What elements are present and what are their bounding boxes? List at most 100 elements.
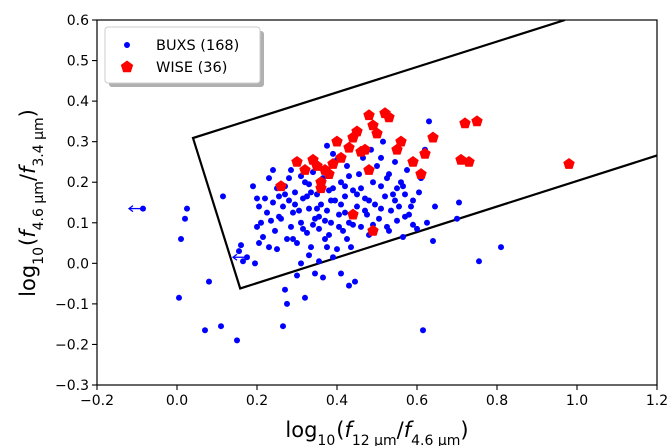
data-point-buxs — [292, 189, 298, 196]
data-point-buxs — [410, 221, 416, 228]
data-layer — [127, 20, 657, 344]
data-point-wise — [275, 180, 287, 192]
data-point-buxs — [266, 175, 272, 182]
data-point-buxs — [288, 167, 294, 174]
data-point-buxs — [284, 236, 290, 242]
data-point-buxs — [240, 258, 246, 265]
data-point-buxs — [328, 197, 334, 204]
legend-label: WISE (36) — [156, 60, 227, 76]
data-point-buxs — [390, 191, 396, 198]
data-point-buxs — [256, 240, 262, 247]
x-axis: −0.2 0.0 0.2 0.4 0.6 0.8 1.0 1.2 — [80, 385, 668, 409]
data-point-buxs — [358, 185, 364, 192]
data-point-buxs — [410, 197, 416, 204]
data-point-buxs — [254, 223, 260, 230]
data-point-buxs — [342, 209, 348, 216]
data-point-buxs — [378, 154, 384, 161]
data-point-wise — [359, 143, 371, 155]
data-point-buxs — [432, 203, 438, 210]
x-tick-label: 0.8 — [486, 393, 508, 409]
data-point-buxs — [334, 246, 340, 253]
legend-marker-wise — [120, 60, 134, 73]
data-point-buxs — [392, 197, 398, 204]
data-point-buxs — [456, 199, 462, 206]
data-point-wise — [371, 127, 383, 139]
data-point-buxs — [254, 195, 260, 202]
data-point-buxs — [348, 244, 354, 251]
data-point-buxs — [402, 191, 408, 198]
data-point-buxs — [274, 246, 280, 253]
data-point-buxs — [420, 327, 426, 334]
data-point-buxs — [358, 223, 364, 230]
data-point-buxs — [276, 213, 282, 220]
data-point-buxs — [294, 272, 300, 279]
x-tick-label: 0.4 — [326, 393, 348, 409]
data-point-buxs — [316, 225, 322, 232]
data-point-buxs — [316, 213, 322, 220]
data-point-buxs — [324, 244, 330, 251]
data-point-buxs — [302, 294, 308, 301]
data-point-buxs — [306, 252, 312, 259]
data-point-buxs — [262, 195, 268, 202]
data-point-buxs — [366, 197, 372, 204]
data-point-buxs — [220, 193, 226, 200]
data-point-wise — [351, 125, 363, 137]
data-point-buxs — [402, 213, 408, 220]
data-point-buxs — [404, 167, 410, 174]
y-tick-label: 0.2 — [67, 175, 89, 191]
data-point-wise — [291, 155, 303, 167]
legend: BUXS (168) WISE (36) — [104, 26, 264, 87]
data-point-buxs — [346, 173, 352, 180]
data-point-buxs — [296, 207, 302, 214]
data-point-buxs — [282, 191, 288, 198]
data-point-buxs — [294, 240, 300, 247]
data-point-wise — [323, 168, 335, 179]
data-point-buxs — [272, 227, 278, 234]
series-wise — [275, 107, 575, 236]
data-point-buxs — [286, 197, 292, 204]
data-point-buxs — [178, 236, 184, 242]
data-point-buxs — [430, 238, 436, 245]
data-point-wise — [347, 208, 359, 220]
plot-frame — [96, 19, 658, 386]
data-point-buxs — [338, 201, 344, 208]
data-point-wise — [427, 131, 439, 143]
data-point-buxs — [234, 337, 240, 344]
data-point-buxs — [266, 244, 272, 251]
data-point-buxs — [338, 179, 344, 186]
data-point-buxs — [344, 236, 350, 242]
data-point-buxs — [350, 221, 356, 228]
data-point-buxs — [400, 183, 406, 190]
data-point-wise — [367, 224, 379, 236]
data-point-wise — [463, 155, 475, 167]
data-point-buxs — [282, 286, 288, 293]
legend-entries: BUXS (168) WISE (36) — [120, 38, 239, 76]
data-point-wise — [419, 147, 431, 159]
data-point-buxs — [206, 278, 212, 285]
data-point-buxs — [380, 138, 386, 145]
data-point-buxs — [352, 278, 358, 285]
data-point-wise — [331, 135, 343, 147]
data-point-buxs — [184, 205, 190, 212]
x-tick-label: 0.6 — [406, 393, 428, 409]
data-point-buxs — [290, 209, 296, 216]
data-point-buxs — [218, 323, 224, 330]
data-point-wise — [407, 155, 419, 167]
y-tick-label: −0.2 — [55, 337, 89, 353]
data-point-buxs — [454, 215, 460, 222]
data-point-wise — [315, 182, 327, 194]
data-point-buxs — [324, 142, 330, 149]
x-tick-label: 1.0 — [566, 393, 588, 409]
data-point-buxs — [338, 270, 344, 277]
data-point-buxs — [336, 223, 342, 230]
data-point-buxs — [286, 175, 292, 182]
data-point-buxs — [372, 201, 378, 208]
data-point-buxs — [306, 205, 312, 212]
data-point-buxs — [370, 179, 376, 186]
y-tick-label: 0.4 — [67, 94, 89, 110]
data-point-buxs — [236, 248, 242, 255]
data-point-buxs — [280, 203, 286, 210]
data-point-wise — [363, 109, 375, 121]
data-point-buxs — [324, 207, 330, 214]
data-point-buxs — [288, 223, 294, 230]
